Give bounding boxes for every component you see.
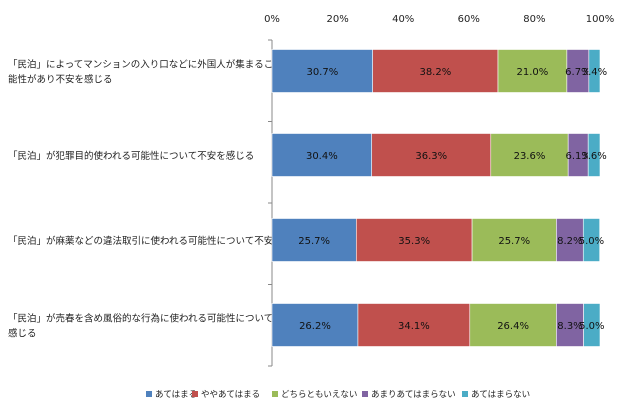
data-label: 35.3% — [398, 236, 430, 247]
data-label: 5.0% — [579, 236, 604, 247]
category-label: 能性があり不安を感じる — [8, 74, 113, 86]
x-tick-label: 0% — [264, 14, 280, 25]
data-label: 21.0% — [517, 67, 549, 78]
data-label: 26.4% — [497, 321, 529, 332]
data-label: 34.1% — [398, 321, 430, 332]
data-label: 3.4% — [582, 67, 607, 78]
legend-label: ややあてはまる — [201, 390, 260, 400]
bar-segment — [471, 218, 557, 262]
bar-segment — [371, 133, 492, 177]
x-tick-label: 40% — [392, 14, 414, 25]
category-label: 「民泊」によってマンションの入り口などに外国人が集まることが多くなる可 — [8, 59, 340, 71]
data-label: 25.7% — [498, 236, 530, 247]
legend-swatch — [462, 391, 468, 397]
x-tick-label: 100% — [586, 14, 615, 25]
bar-segment — [355, 218, 473, 262]
category-label: 「民泊」が売春を含め風俗的な行為に使われる可能性について不安を — [8, 313, 302, 325]
legend-swatch — [272, 391, 278, 397]
data-label: 36.3% — [415, 151, 447, 162]
x-tick-label: 80% — [523, 14, 545, 25]
data-label: 38.2% — [419, 67, 451, 78]
data-label: 30.4% — [306, 151, 338, 162]
data-label: 5.0% — [579, 321, 604, 332]
category-label: 「民泊」が犯罪目的使われる可能性について不安を感じる — [8, 150, 254, 162]
data-label: 8.3% — [557, 321, 582, 332]
legend-swatch — [192, 391, 198, 397]
data-label: 6.7% — [565, 67, 590, 78]
data-label: 3.6% — [581, 151, 606, 162]
data-label: 30.7% — [306, 67, 338, 78]
bar-segment — [469, 303, 557, 347]
bar-segment — [497, 49, 568, 93]
legend-label: あてはまらない — [471, 390, 530, 400]
legend-label: どちらともいえない — [281, 390, 357, 400]
bar-segment — [357, 303, 471, 347]
bar-segment — [556, 303, 584, 347]
legend-swatch — [362, 391, 368, 397]
data-label: 25.7% — [298, 236, 330, 247]
category-label: 「民泊」が麻薬などの違法取引に使われる可能性について不安を感じる — [8, 235, 311, 247]
bar-segment — [271, 218, 357, 262]
bar-segment — [588, 49, 601, 93]
bar-segment — [582, 218, 600, 262]
data-label: 23.6% — [514, 151, 546, 162]
legend-label: あてはまる — [155, 390, 197, 400]
bar-segment — [271, 133, 373, 177]
bar-segment — [372, 49, 499, 93]
x-tick-label: 60% — [458, 14, 480, 25]
bar-segment — [587, 133, 601, 177]
data-label: 6.1% — [565, 151, 590, 162]
category-label: 感じる — [8, 328, 37, 340]
data-label: 8.2% — [557, 236, 582, 247]
bar-segment — [583, 303, 601, 347]
bar-segment — [271, 303, 359, 347]
legend-swatch — [146, 391, 152, 397]
legend-label: あまりあてはまらない — [371, 390, 456, 400]
x-tick-label: 20% — [326, 14, 348, 25]
data-label: 26.2% — [299, 321, 331, 332]
